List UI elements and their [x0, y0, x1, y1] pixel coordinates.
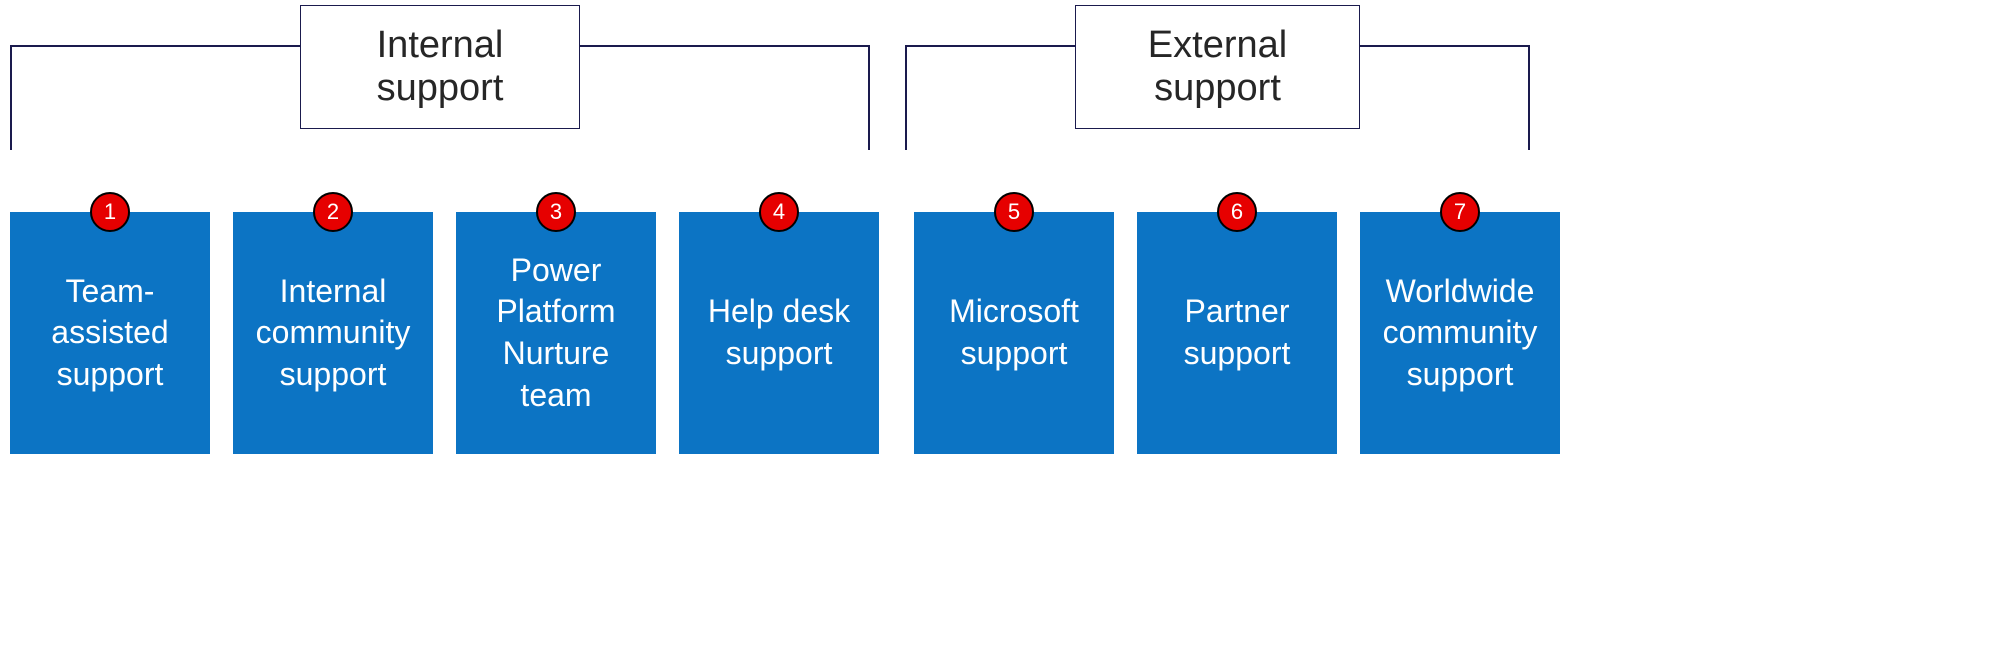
- badge-7-number: 7: [1454, 199, 1466, 225]
- box-1-label: Team-assisted support: [20, 271, 200, 396]
- badge-4: 4: [759, 192, 799, 232]
- box-worldwide-community: Worldwide community support: [1360, 212, 1560, 454]
- badge-3: 3: [536, 192, 576, 232]
- badge-5: 5: [994, 192, 1034, 232]
- box-6-label: Partner support: [1147, 291, 1327, 374]
- box-2-label: Internal community support: [243, 271, 423, 396]
- box-microsoft-support: Microsoft support: [914, 212, 1114, 454]
- badge-4-number: 4: [773, 199, 785, 225]
- internal-support-label: Internal support: [377, 24, 504, 109]
- support-diagram: Internal support External support 1 Team…: [0, 0, 1998, 647]
- badge-1-number: 1: [104, 199, 116, 225]
- box-power-platform: Power Platform Nurture team: [456, 212, 656, 454]
- box-help-desk: Help desk support: [679, 212, 879, 454]
- box-partner-support: Partner support: [1137, 212, 1337, 454]
- box-5-label: Microsoft support: [924, 291, 1104, 374]
- box-4-label: Help desk support: [689, 291, 869, 374]
- internal-support-header: Internal support: [300, 5, 580, 129]
- badge-6: 6: [1217, 192, 1257, 232]
- external-support-header: External support: [1075, 5, 1360, 129]
- badge-1: 1: [90, 192, 130, 232]
- badge-2-number: 2: [327, 199, 339, 225]
- badge-6-number: 6: [1231, 199, 1243, 225]
- box-team-assisted: Team-assisted support: [10, 212, 210, 454]
- box-internal-community: Internal community support: [233, 212, 433, 454]
- badge-5-number: 5: [1008, 199, 1020, 225]
- external-support-label: External support: [1148, 24, 1287, 109]
- badge-7: 7: [1440, 192, 1480, 232]
- badge-2: 2: [313, 192, 353, 232]
- badge-3-number: 3: [550, 199, 562, 225]
- box-7-label: Worldwide community support: [1370, 271, 1550, 396]
- box-3-label: Power Platform Nurture team: [466, 250, 646, 416]
